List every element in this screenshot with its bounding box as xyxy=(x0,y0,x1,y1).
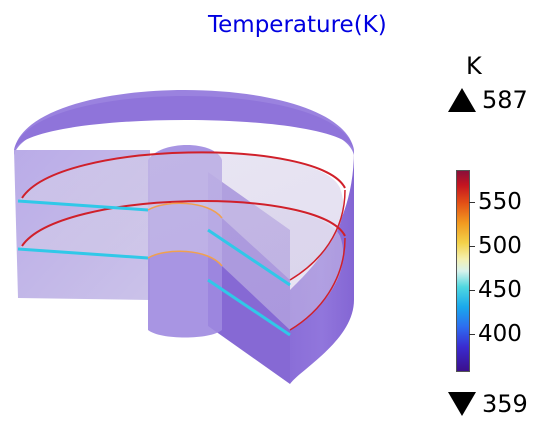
front-hot-edge-upper xyxy=(289,189,346,281)
colorbar-tick-label: 500 xyxy=(478,233,522,260)
colorbar-tick xyxy=(469,202,475,204)
max-triangle-icon xyxy=(448,88,476,112)
colorbar xyxy=(456,170,470,372)
cutaway-cylinder-model xyxy=(14,90,354,384)
lower-cool-band-left xyxy=(17,247,149,260)
outer-top-surface xyxy=(14,96,354,150)
colorbar-tick xyxy=(469,334,475,336)
lower-inner-arc xyxy=(147,250,223,267)
lower-cool-band-right xyxy=(207,278,291,337)
unit-label: K xyxy=(466,52,482,80)
colorbar-tick-label: 550 xyxy=(478,189,522,216)
min-value-indicator: 359 xyxy=(448,390,528,418)
colorbar-tick-label: 450 xyxy=(478,277,522,304)
upper-hot-edge xyxy=(21,151,346,199)
colorbar-tick xyxy=(469,246,475,248)
lower-plate xyxy=(18,201,344,330)
upper-cool-band-right xyxy=(207,228,291,287)
upper-inner-arc xyxy=(147,202,223,219)
lower-hot-edge xyxy=(21,200,346,247)
max-value-label: 587 xyxy=(482,86,528,114)
colorbar-tick xyxy=(469,290,475,292)
min-value-label: 359 xyxy=(482,390,528,418)
min-triangle-icon xyxy=(448,392,476,416)
max-value-indicator: 587 xyxy=(448,86,528,114)
colorbar-tick-label: 400 xyxy=(478,321,522,348)
plot-title: Temperature(K) xyxy=(208,12,387,38)
front-hot-edge-lower xyxy=(289,237,346,331)
upper-cool-band-left xyxy=(17,199,149,212)
